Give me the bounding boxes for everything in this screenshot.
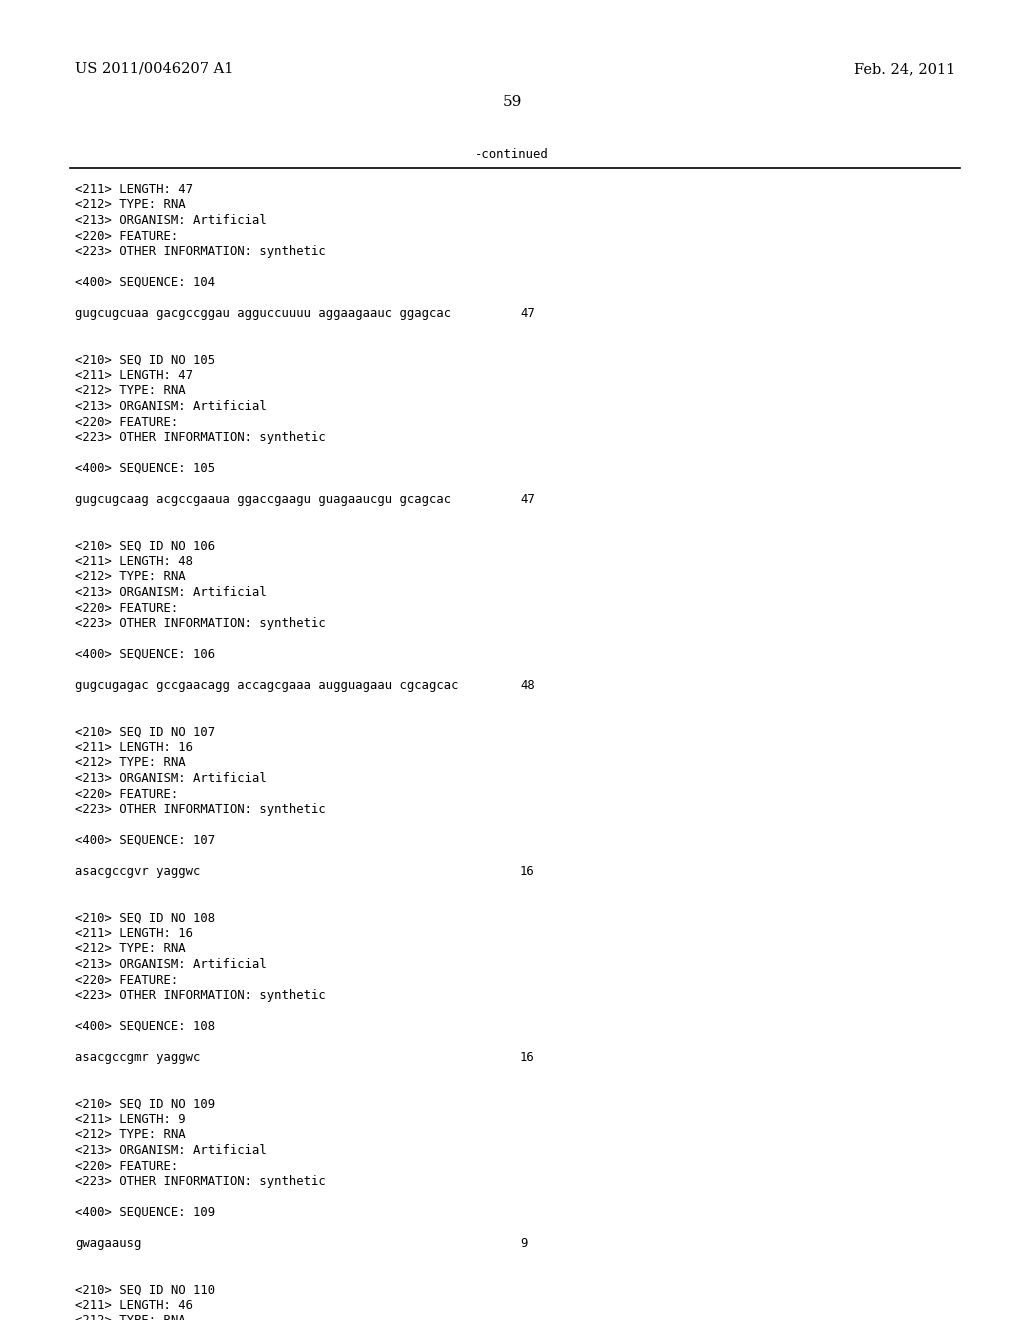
Text: <220> FEATURE:: <220> FEATURE: bbox=[75, 1159, 178, 1172]
Text: 47: 47 bbox=[520, 308, 535, 319]
Text: <212> TYPE: RNA: <212> TYPE: RNA bbox=[75, 384, 185, 397]
Text: Feb. 24, 2011: Feb. 24, 2011 bbox=[854, 62, 955, 77]
Text: <223> OTHER INFORMATION: synthetic: <223> OTHER INFORMATION: synthetic bbox=[75, 1175, 326, 1188]
Text: <223> OTHER INFORMATION: synthetic: <223> OTHER INFORMATION: synthetic bbox=[75, 616, 326, 630]
Text: gugcugcaag acgccgaaua ggaccgaagu guagaaucgu gcagcac: gugcugcaag acgccgaaua ggaccgaagu guagaau… bbox=[75, 492, 452, 506]
Text: 9: 9 bbox=[520, 1237, 527, 1250]
Text: <213> ORGANISM: Artificial: <213> ORGANISM: Artificial bbox=[75, 214, 266, 227]
Text: <223> OTHER INFORMATION: synthetic: <223> OTHER INFORMATION: synthetic bbox=[75, 989, 326, 1002]
Text: gwagaausg: gwagaausg bbox=[75, 1237, 141, 1250]
Text: <212> TYPE: RNA: <212> TYPE: RNA bbox=[75, 570, 185, 583]
Text: <210> SEQ ID NO 105: <210> SEQ ID NO 105 bbox=[75, 354, 215, 367]
Text: gugcugagac gccgaacagg accagcgaaa augguagaau cgcagcac: gugcugagac gccgaacagg accagcgaaa augguag… bbox=[75, 678, 459, 692]
Text: <211> LENGTH: 9: <211> LENGTH: 9 bbox=[75, 1113, 185, 1126]
Text: US 2011/0046207 A1: US 2011/0046207 A1 bbox=[75, 62, 233, 77]
Text: <220> FEATURE:: <220> FEATURE: bbox=[75, 974, 178, 986]
Text: <212> TYPE: RNA: <212> TYPE: RNA bbox=[75, 942, 185, 956]
Text: <212> TYPE: RNA: <212> TYPE: RNA bbox=[75, 198, 185, 211]
Text: <223> OTHER INFORMATION: synthetic: <223> OTHER INFORMATION: synthetic bbox=[75, 803, 326, 816]
Text: <223> OTHER INFORMATION: synthetic: <223> OTHER INFORMATION: synthetic bbox=[75, 246, 326, 257]
Text: <400> SEQUENCE: 105: <400> SEQUENCE: 105 bbox=[75, 462, 215, 475]
Text: asacgccgmr yaggwc: asacgccgmr yaggwc bbox=[75, 1051, 201, 1064]
Text: gugcugcuaa gacgccggau agguccuuuu aggaagaauc ggagcac: gugcugcuaa gacgccggau agguccuuuu aggaaga… bbox=[75, 308, 452, 319]
Text: 59: 59 bbox=[503, 95, 521, 110]
Text: <210> SEQ ID NO 110: <210> SEQ ID NO 110 bbox=[75, 1283, 215, 1296]
Text: 47: 47 bbox=[520, 492, 535, 506]
Text: 16: 16 bbox=[520, 865, 535, 878]
Text: <213> ORGANISM: Artificial: <213> ORGANISM: Artificial bbox=[75, 1144, 266, 1158]
Text: <220> FEATURE:: <220> FEATURE: bbox=[75, 416, 178, 429]
Text: <223> OTHER INFORMATION: synthetic: <223> OTHER INFORMATION: synthetic bbox=[75, 432, 326, 444]
Text: <210> SEQ ID NO 106: <210> SEQ ID NO 106 bbox=[75, 540, 215, 553]
Text: <220> FEATURE:: <220> FEATURE: bbox=[75, 788, 178, 800]
Text: 16: 16 bbox=[520, 1051, 535, 1064]
Text: <212> TYPE: RNA: <212> TYPE: RNA bbox=[75, 756, 185, 770]
Text: -continued: -continued bbox=[475, 148, 549, 161]
Text: <400> SEQUENCE: 109: <400> SEQUENCE: 109 bbox=[75, 1206, 215, 1218]
Text: <400> SEQUENCE: 107: <400> SEQUENCE: 107 bbox=[75, 834, 215, 847]
Text: <212> TYPE: RNA: <212> TYPE: RNA bbox=[75, 1129, 185, 1142]
Text: <213> ORGANISM: Artificial: <213> ORGANISM: Artificial bbox=[75, 772, 266, 785]
Text: <210> SEQ ID NO 109: <210> SEQ ID NO 109 bbox=[75, 1097, 215, 1110]
Text: <400> SEQUENCE: 108: <400> SEQUENCE: 108 bbox=[75, 1020, 215, 1034]
Text: <211> LENGTH: 16: <211> LENGTH: 16 bbox=[75, 741, 193, 754]
Text: <210> SEQ ID NO 107: <210> SEQ ID NO 107 bbox=[75, 726, 215, 738]
Text: <400> SEQUENCE: 106: <400> SEQUENCE: 106 bbox=[75, 648, 215, 661]
Text: <211> LENGTH: 16: <211> LENGTH: 16 bbox=[75, 927, 193, 940]
Text: <211> LENGTH: 47: <211> LENGTH: 47 bbox=[75, 370, 193, 381]
Text: <220> FEATURE:: <220> FEATURE: bbox=[75, 602, 178, 615]
Text: <213> ORGANISM: Artificial: <213> ORGANISM: Artificial bbox=[75, 958, 266, 972]
Text: <400> SEQUENCE: 104: <400> SEQUENCE: 104 bbox=[75, 276, 215, 289]
Text: <211> LENGTH: 48: <211> LENGTH: 48 bbox=[75, 554, 193, 568]
Text: asacgccgvr yaggwc: asacgccgvr yaggwc bbox=[75, 865, 201, 878]
Text: <213> ORGANISM: Artificial: <213> ORGANISM: Artificial bbox=[75, 400, 266, 413]
Text: <210> SEQ ID NO 108: <210> SEQ ID NO 108 bbox=[75, 912, 215, 924]
Text: 48: 48 bbox=[520, 678, 535, 692]
Text: <212> TYPE: RNA: <212> TYPE: RNA bbox=[75, 1315, 185, 1320]
Text: <220> FEATURE:: <220> FEATURE: bbox=[75, 230, 178, 243]
Text: <211> LENGTH: 46: <211> LENGTH: 46 bbox=[75, 1299, 193, 1312]
Text: <213> ORGANISM: Artificial: <213> ORGANISM: Artificial bbox=[75, 586, 266, 599]
Text: <211> LENGTH: 47: <211> LENGTH: 47 bbox=[75, 183, 193, 195]
